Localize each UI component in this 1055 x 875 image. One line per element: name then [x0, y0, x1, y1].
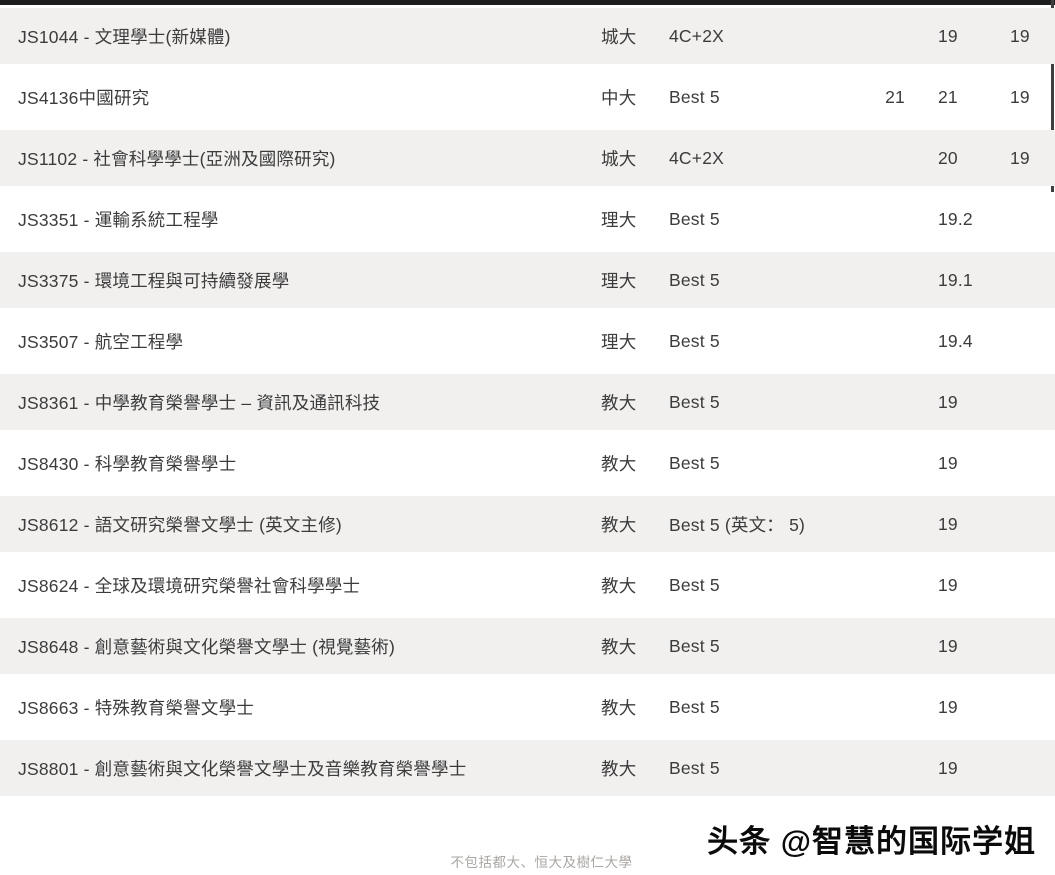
cell-university: 理大 [601, 270, 637, 291]
cell-score-a [848, 191, 905, 247]
cell-score-b: 19 [938, 757, 958, 778]
cell-score-b: 19.4 [938, 330, 973, 351]
table-row: JS8612 - 語文研究榮譽文學士 (英文主修) 教大 Best 5 (英文： 5… [0, 496, 1055, 557]
table-row: JS8801 - 創意藝術與文化榮譽文學士及音樂教育榮譽學士 教大 Best 5 19 [0, 740, 1055, 801]
cell-scoring-method: 4C+2X [669, 25, 724, 46]
table-row: JS4136中國研究 中大 Best 5 21 21 19 [0, 69, 1055, 130]
cell-score-c: 19 [1010, 25, 1030, 46]
cell-university: 教大 [601, 758, 637, 779]
toutiao-watermark: 头条 @智慧的国际学姐 [707, 824, 1036, 859]
table-row: JS8430 - 科學教育榮譽學士 教大 Best 5 19 [0, 435, 1055, 496]
cell-score-b: 19 [938, 635, 958, 656]
table-row: JS8648 - 創意藝術與文化榮譽文學士 (視覺藝術) 教大 Best 5 19 [0, 618, 1055, 679]
cell-score-b: 19 [938, 452, 958, 473]
cell-score-b: 19 [938, 696, 958, 717]
cell-score-a [848, 435, 905, 491]
table-row: JS8361 - 中學教育榮譽學士 – 資訊及通訊科技 教大 Best 5 19 [0, 374, 1055, 435]
cell-university: 教大 [601, 392, 637, 413]
cell-scoring-method: Best 5 [669, 452, 720, 473]
table-right-border [1051, 0, 1054, 192]
cell-score-b: 21 [938, 86, 958, 107]
cell-scoring-method: Best 5 [669, 635, 720, 656]
cell-score-a [848, 313, 905, 369]
cell-university: 教大 [601, 697, 637, 718]
table-row: JS3375 - 環境工程與可持續發展學 理大 Best 5 19.1 [0, 252, 1055, 313]
cell-score-a [848, 374, 905, 430]
cell-program-name: JS3375 - 環境工程與可持續發展學 [18, 270, 290, 291]
cell-score-b: 19 [938, 574, 958, 595]
table-row: JS1102 - 社會科學學士(亞洲及國際研究) 城大 4C+2X 20 19 [0, 130, 1055, 191]
table-footnote: 不包括都大、恒大及樹仁大學 [450, 855, 633, 870]
cell-program-name: JS8801 - 創意藝術與文化榮譽文學士及音樂教育榮譽學士 [18, 758, 467, 779]
cell-score-b: 19 [938, 25, 958, 46]
cell-scoring-method: Best 5 [669, 330, 720, 351]
cell-scoring-method: Best 5 [669, 757, 720, 778]
cell-program-name: JS8361 - 中學教育榮譽學士 – 資訊及通訊科技 [18, 392, 381, 413]
table-top-border [0, 0, 1055, 5]
cell-scoring-method: Best 5 [669, 208, 720, 229]
cell-university: 教大 [601, 636, 637, 657]
cell-score-a [848, 496, 905, 552]
cell-score-a [848, 557, 905, 613]
cell-scoring-method: Best 5 [669, 696, 720, 717]
cell-score-c: 19 [1010, 147, 1030, 168]
cell-score-a [848, 252, 905, 308]
cell-program-name: JS8612 - 語文研究榮譽文學士 (英文主修) [18, 514, 342, 535]
cell-score-b: 19 [938, 513, 958, 534]
table-row: JS3507 - 航空工程學 理大 Best 5 19.4 [0, 313, 1055, 374]
cell-program-name: JS4136中國研究 [18, 87, 150, 108]
cell-scoring-method: Best 5 [669, 574, 720, 595]
cell-score-a [848, 679, 905, 735]
cell-scoring-method: 4C+2X [669, 147, 724, 168]
cell-program-name: JS8648 - 創意藝術與文化榮譽文學士 (視覺藝術) [18, 636, 396, 657]
cell-score-b: 19.1 [938, 269, 973, 290]
cell-score-b: 19 [938, 391, 958, 412]
cell-scoring-method: Best 5 [669, 86, 720, 107]
cell-scoring-method: Best 5 (英文： 5) [669, 514, 806, 535]
cell-program-name: JS8663 - 特殊教育榮譽文學士 [18, 697, 255, 718]
cell-scoring-method: Best 5 [669, 391, 720, 412]
cell-program-name: JS3507 - 航空工程學 [18, 331, 184, 352]
cell-university: 教大 [601, 575, 637, 596]
cell-score-b: 19.2 [938, 208, 973, 229]
cell-university: 城大 [601, 26, 637, 47]
cell-program-name: JS8430 - 科學教育榮譽學士 [18, 453, 237, 474]
cell-score-a [848, 740, 905, 796]
cell-score-a [848, 8, 905, 64]
cell-scoring-method: Best 5 [669, 269, 720, 290]
table-row: JS8624 - 全球及環境研究榮譽社會科學學士 教大 Best 5 19 [0, 557, 1055, 618]
table-row: JS3351 - 運輸系統工程學 理大 Best 5 19.2 [0, 191, 1055, 252]
cell-university: 教大 [601, 514, 637, 535]
table-row: JS8663 - 特殊教育榮譽文學士 教大 Best 5 19 [0, 679, 1055, 740]
cell-score-a [848, 130, 905, 186]
cell-score-b: 20 [938, 147, 958, 168]
cell-university: 城大 [601, 148, 637, 169]
cell-program-name: JS3351 - 運輸系統工程學 [18, 209, 219, 230]
cell-university: 理大 [601, 209, 637, 230]
cell-score-a [848, 618, 905, 674]
cell-score-a: 21 [885, 86, 905, 107]
cell-program-name: JS8624 - 全球及環境研究榮譽社會科學學士 [18, 575, 361, 596]
cell-score-c: 19 [1010, 86, 1030, 107]
cell-university: 理大 [601, 331, 637, 352]
admission-score-table: JS1044 - 文理學士(新媒體) 城大 4C+2X 19 19 JS4136中國研究 中… [0, 8, 1055, 801]
cell-program-name: JS1102 - 社會科學學士(亞洲及國際研究) [18, 148, 336, 169]
table-row: JS1044 - 文理學士(新媒體) 城大 4C+2X 19 19 [0, 8, 1055, 69]
cell-program-name: JS1044 - 文理學士(新媒體) [18, 26, 231, 47]
cell-university: 中大 [601, 87, 637, 108]
cell-university: 教大 [601, 453, 637, 474]
